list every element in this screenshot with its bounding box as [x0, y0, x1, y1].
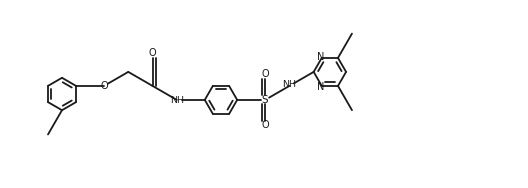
Text: NH: NH — [170, 96, 184, 105]
Text: O: O — [261, 69, 269, 79]
Text: S: S — [262, 95, 269, 105]
Text: N: N — [317, 82, 325, 92]
Text: N: N — [317, 52, 325, 62]
Text: O: O — [149, 48, 156, 58]
Text: NH: NH — [282, 80, 296, 89]
Text: O: O — [100, 81, 108, 91]
Text: O: O — [261, 120, 269, 130]
